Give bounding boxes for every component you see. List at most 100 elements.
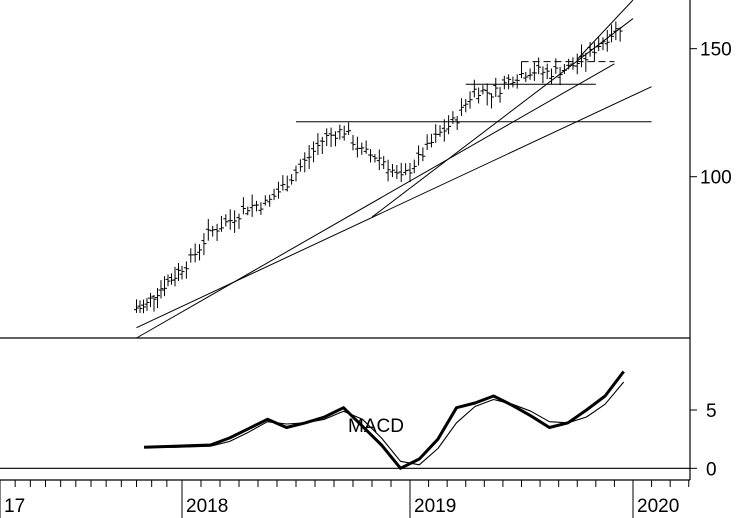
price-bar	[359, 142, 365, 155]
x-axis: 17 2018 2019 2020	[0, 479, 690, 518]
price-bar	[134, 299, 139, 313]
price-bar	[376, 149, 382, 171]
price-bar	[437, 125, 443, 137]
macd-label: MACD	[348, 416, 404, 437]
price-bar	[540, 66, 546, 84]
price-bar	[557, 66, 563, 86]
price-bar	[315, 133, 321, 155]
price-bar	[223, 214, 229, 227]
price-bar	[240, 197, 246, 215]
price-bar	[262, 195, 268, 206]
price-bar	[172, 266, 178, 287]
price-bar	[411, 159, 417, 174]
price-bar	[346, 122, 352, 135]
price-bar	[454, 116, 460, 130]
price-bar	[218, 215, 224, 232]
price-bar	[471, 79, 477, 98]
price-bar	[319, 136, 325, 155]
price-bar	[258, 202, 264, 215]
price-bar	[275, 181, 281, 199]
price-bar	[227, 209, 233, 230]
price-bar	[254, 200, 260, 212]
price-bar	[553, 58, 559, 74]
price-bar	[232, 210, 238, 233]
price-bar	[583, 52, 589, 72]
price-bar	[236, 213, 242, 230]
price-bars	[134, 21, 623, 314]
price-bar	[280, 175, 286, 191]
price-bar	[389, 163, 395, 178]
price-bar	[350, 134, 356, 151]
price-bar	[501, 75, 507, 90]
price-bar	[341, 125, 347, 141]
price-bar	[381, 156, 387, 170]
price-bar	[394, 165, 400, 179]
price-bar	[137, 300, 143, 314]
macd-y-tick-label: 5	[706, 401, 717, 422]
price-bar	[337, 124, 343, 140]
price-bar	[591, 42, 597, 62]
price-bar	[549, 68, 555, 85]
price-bar	[179, 265, 185, 280]
price-bar	[289, 174, 295, 185]
price-bar	[497, 86, 503, 103]
macd-y-tick-label: 0	[706, 459, 717, 480]
price-bar	[293, 165, 299, 182]
price-bar	[151, 295, 157, 312]
price-bar	[407, 162, 413, 183]
price-y-tick-label: 100	[700, 168, 732, 189]
price-bar	[510, 76, 516, 88]
price-bar	[165, 274, 171, 287]
price-bar	[311, 141, 317, 163]
trend-line	[136, 86, 652, 329]
price-bar	[506, 74, 512, 90]
x-axis-tick-label: 2018	[186, 496, 228, 517]
price-bar	[531, 62, 537, 81]
x-axis-tick-label: 2020	[637, 496, 679, 517]
price-bar	[398, 162, 404, 183]
x-axis-tick-label: 17	[4, 496, 25, 517]
price-bar	[201, 233, 207, 256]
trend-line	[371, 18, 634, 218]
price-bar	[458, 98, 464, 116]
price-bar	[332, 131, 338, 147]
price-bar	[523, 71, 529, 83]
price-bar	[162, 276, 167, 297]
price-bar	[324, 128, 330, 147]
price-bar	[141, 299, 146, 314]
price-bar	[467, 91, 473, 109]
price-bar	[488, 93, 494, 109]
price-bar	[148, 292, 153, 307]
price-bar	[544, 63, 550, 80]
price-y-tick-label: 150	[700, 40, 732, 61]
macd-line	[144, 370, 625, 470]
macd-panel: 50	[0, 370, 717, 480]
price-bar	[536, 57, 542, 75]
price-bar	[155, 288, 160, 309]
price-bar	[158, 280, 164, 299]
price-bar	[363, 140, 369, 154]
price-bar	[476, 87, 482, 104]
price-bar	[197, 244, 203, 261]
price-bar	[604, 30, 610, 52]
price-bar	[267, 194, 273, 207]
price-bar	[514, 74, 520, 89]
price-bar	[493, 77, 499, 98]
price-bar	[284, 175, 290, 192]
price-bar	[463, 99, 469, 113]
price-bar	[519, 61, 524, 79]
price-bar	[176, 263, 181, 281]
price-bar	[574, 53, 580, 75]
price-bar	[484, 83, 490, 106]
price-bar	[144, 298, 150, 311]
price-bar	[385, 159, 391, 182]
price-bar	[403, 163, 409, 176]
price-bar	[245, 206, 251, 216]
price-bar	[205, 218, 211, 241]
price-bar	[480, 85, 486, 95]
price-panel: 150 100	[0, 0, 732, 480]
price-bar	[368, 149, 374, 163]
price-bar	[271, 188, 277, 201]
